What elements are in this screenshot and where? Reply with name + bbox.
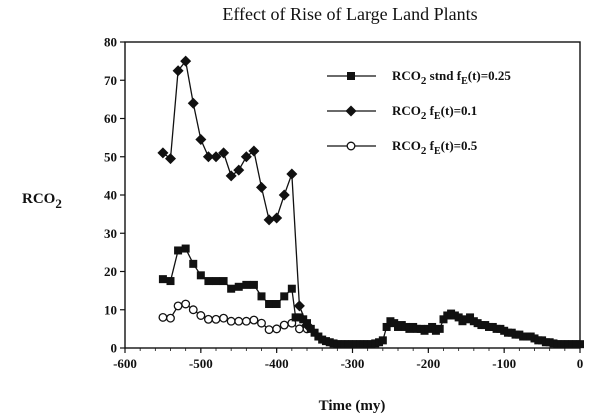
data-point-square: [272, 300, 281, 309]
series-group: [157, 55, 584, 349]
data-point-circle: [173, 301, 183, 311]
data-point-diamond: [248, 145, 260, 157]
data-point-square: [234, 282, 243, 291]
data-point-circle: [264, 325, 274, 335]
legend-item: RCO2 fE(t)=0.1: [327, 103, 477, 122]
y-tick-label: 20: [104, 264, 117, 279]
data-point-diamond: [263, 214, 275, 226]
data-point-square: [347, 72, 355, 80]
data-point-diamond: [165, 153, 176, 165]
data-point-circle: [241, 316, 251, 326]
data-point-square: [382, 322, 391, 331]
y-tick-label: 60: [104, 111, 117, 126]
data-point-square: [189, 259, 198, 268]
data-point-diamond: [225, 170, 237, 182]
legend-item: RCO2 fE(t)=0.5: [327, 138, 478, 157]
legend-item: RCO2 stnd fE(t)=0.25: [327, 68, 511, 87]
y-tick-label: 30: [104, 226, 117, 241]
data-point-diamond: [187, 97, 199, 109]
data-point-diamond: [345, 105, 357, 117]
data-point-circle: [249, 315, 259, 325]
y-tick-label: 40: [104, 188, 117, 203]
y-tick-label: 50: [104, 149, 117, 164]
data-point-square: [219, 277, 228, 286]
data-point-diamond: [278, 189, 290, 201]
data-point-diamond: [286, 168, 298, 180]
series-diamond: [157, 55, 313, 331]
legend: RCO2 stnd fE(t)=0.25 RCO2 fE(t)=0.1 RCO2 f…: [327, 68, 511, 157]
y-axis-label: RCO2: [22, 191, 62, 211]
x-tick-label: -600: [113, 356, 137, 371]
x-tick-label: -500: [189, 356, 213, 371]
series-circle-open: [158, 299, 312, 335]
data-point-square: [212, 277, 220, 286]
data-point-square: [378, 336, 387, 345]
data-point-diamond: [218, 147, 230, 159]
x-axis-label: Time (my): [319, 398, 386, 414]
x-tick-label: -200: [416, 356, 440, 371]
chart-title: Effect of Rise of Large Land Plants: [222, 4, 478, 24]
data-point-circle: [196, 311, 206, 320]
axes: 0 10 20 30 40 50 60 70 80 -600 -500 -400 -300 -200 -10…: [104, 35, 583, 372]
legend-label: RCO2 stnd fE(t)=0.25: [392, 68, 511, 87]
data-point-circle: [188, 305, 198, 315]
data-point-circle: [166, 313, 175, 323]
data-point-circle: [346, 141, 356, 151]
data-point-square: [435, 324, 444, 333]
legend-label: RCO2 fE(t)=0.5: [392, 138, 478, 157]
data-point-circle: [158, 312, 168, 322]
x-tick-label: -100: [492, 356, 516, 371]
data-point-diamond: [172, 65, 184, 77]
data-point-circle: [279, 320, 289, 330]
y-tick-label: 10: [104, 302, 117, 317]
data-point-diamond: [180, 55, 192, 67]
data-point-square: [158, 275, 167, 284]
data-point-square: [249, 280, 258, 289]
data-point-square: [174, 246, 183, 255]
data-point-square: [181, 244, 190, 253]
data-point-diamond: [240, 151, 252, 163]
data-point-square: [287, 284, 296, 293]
data-point-circle: [211, 314, 221, 324]
data-point-square: [196, 271, 205, 280]
data-point-square: [265, 300, 274, 309]
data-point-diamond: [233, 164, 245, 176]
data-point-diamond: [301, 319, 313, 331]
data-point-diamond: [202, 151, 214, 163]
y-tick-label: 70: [104, 73, 117, 88]
data-point-circle: [272, 324, 282, 334]
data-point-circle: [226, 316, 236, 326]
series-square: [158, 244, 584, 349]
data-point-square: [257, 292, 266, 301]
data-point-square: [242, 280, 251, 289]
data-point-square: [166, 277, 175, 286]
data-point-circle: [203, 314, 213, 324]
legend-label: RCO2 fE(t)=0.1: [392, 103, 477, 122]
data-point-diamond: [157, 147, 169, 159]
data-point-diamond: [195, 134, 207, 146]
data-point-circle: [257, 318, 266, 328]
data-point-square: [576, 340, 584, 349]
plot-frame: [124, 41, 581, 349]
data-point-square: [280, 292, 289, 301]
x-tick-label: 0: [577, 356, 584, 371]
data-point-circle: [219, 313, 229, 323]
data-point-circle: [294, 324, 304, 334]
data-point-square: [227, 284, 236, 293]
data-point-diamond: [293, 300, 305, 312]
series-line: [162, 247, 580, 345]
y-tick-label: 80: [104, 35, 117, 50]
data-point-square: [204, 277, 213, 286]
data-point-diamond: [256, 181, 267, 193]
data-point-circle: [234, 316, 244, 326]
y-tick-label: 0: [111, 341, 118, 356]
data-point-diamond: [210, 151, 222, 163]
x-tick-label: -300: [341, 356, 365, 371]
data-point-diamond: [271, 212, 283, 224]
data-point-circle: [181, 299, 191, 309]
x-tick-label: -400: [265, 356, 289, 371]
